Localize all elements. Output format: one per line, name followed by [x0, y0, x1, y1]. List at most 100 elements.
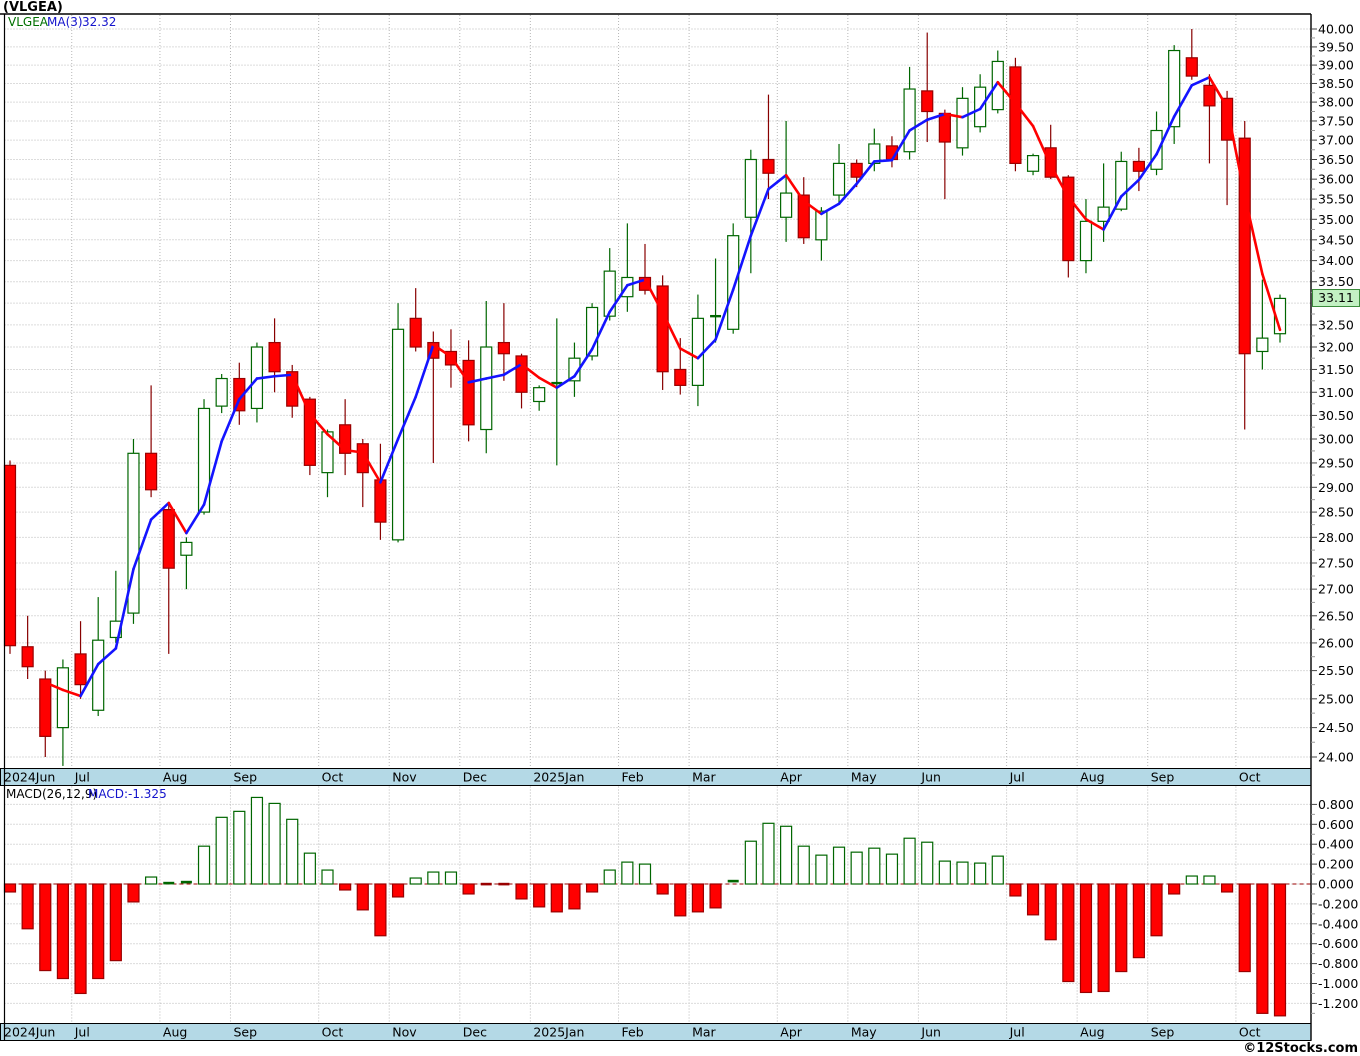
month-label: Feb	[622, 770, 644, 785]
price-axis-label: 24.00	[1318, 750, 1354, 765]
macd-bar	[744, 840, 757, 885]
ma3-line-segment	[537, 376, 559, 389]
candle-body	[991, 60, 1004, 111]
price-axis-label: 25.50	[1318, 663, 1354, 678]
price-axis-label: 38.50	[1318, 76, 1354, 91]
price-axis-label: 32.00	[1318, 340, 1354, 355]
macd-axis-label: -1.200	[1318, 996, 1358, 1011]
price-axis-label: 37.50	[1318, 113, 1354, 128]
macd-bar	[480, 882, 492, 886]
macd-bar	[233, 810, 246, 885]
price-axis-label: 30.50	[1318, 408, 1354, 423]
month-label: Jul	[1009, 1025, 1025, 1040]
ma3-line-segment	[1172, 84, 1194, 118]
candle-body	[1238, 137, 1251, 355]
month-label: Nov	[392, 1025, 417, 1040]
month-label: Oct	[322, 770, 344, 785]
candle-body	[656, 285, 669, 373]
candle-body	[374, 479, 387, 523]
macd-bar	[1185, 875, 1198, 885]
ma3-line-segment	[784, 173, 806, 203]
macd-bar	[832, 846, 846, 885]
candle-body	[1256, 337, 1269, 353]
ma3-line-segment	[943, 112, 964, 119]
ma3-line-segment	[873, 158, 894, 163]
macd-bar	[374, 883, 387, 937]
ma3-line-segment	[1225, 105, 1247, 198]
price-axis-label: 34.50	[1318, 232, 1354, 247]
month-label: 2025Jan	[533, 1025, 584, 1040]
macd-axis-label: -0.800	[1318, 956, 1358, 971]
ma3-line-segment	[96, 647, 118, 666]
macd-bar	[921, 841, 934, 885]
macd-bar	[286, 818, 299, 885]
macd-bar	[127, 883, 140, 903]
macd-bar	[638, 863, 652, 885]
macd-bar	[250, 796, 264, 885]
macd-axis-label: -0.200	[1318, 896, 1358, 911]
candle-body	[797, 194, 810, 239]
macd-axis-label: 0.800	[1318, 797, 1354, 812]
last-price-badge: 33.11	[1312, 289, 1360, 307]
ma3-line-segment	[626, 278, 647, 287]
macd-bar	[691, 883, 705, 913]
ma3-line-segment	[890, 129, 911, 162]
macd-bar	[462, 883, 475, 895]
macd-bar	[1238, 883, 1251, 973]
candle-body	[56, 667, 70, 729]
ma3-line-segment	[1031, 124, 1052, 167]
ma3-line-segment	[555, 374, 576, 389]
macd-bar	[903, 837, 916, 885]
macd-bar	[39, 883, 52, 972]
ma3-line-segment	[308, 412, 329, 436]
month-label: Jul	[74, 770, 90, 785]
macd-bar	[797, 845, 810, 885]
candle-body	[497, 341, 510, 355]
candle-body	[74, 653, 87, 686]
ma3-line-segment	[802, 199, 823, 216]
ma3-line-segment	[608, 283, 629, 314]
month-label: Oct	[1239, 1025, 1261, 1040]
ma3-line-segment	[502, 362, 523, 377]
macd-bar	[568, 883, 581, 910]
month-strip	[0, 768, 1312, 786]
ma3-line-segment	[449, 355, 470, 384]
candle-body	[197, 407, 211, 513]
price-axis-label: 34.00	[1318, 253, 1354, 268]
watermark-link[interactable]: ©12Stocks.com	[1243, 1041, 1358, 1056]
macd-bar	[762, 822, 775, 885]
month-label: May	[851, 1025, 877, 1040]
macd-bar	[1256, 883, 1269, 1014]
ma3-line-segment	[1243, 194, 1264, 276]
macd-bar	[938, 860, 951, 885]
price-axis-label: 35.50	[1318, 192, 1354, 207]
macd-bar	[868, 847, 881, 885]
macd-bar	[391, 883, 405, 898]
macd-axis-label: 0.000	[1318, 877, 1354, 892]
macd-bar	[1150, 883, 1163, 937]
macd-bar	[991, 855, 1004, 885]
macd-bar	[1115, 883, 1128, 973]
ma3-line-segment	[1119, 178, 1141, 198]
month-label: Jun	[920, 1025, 941, 1040]
macd-bar	[621, 861, 634, 885]
month-label: Sep	[1151, 770, 1175, 785]
price-legend-ma-value: 32.32	[82, 15, 117, 29]
ma3-line-segment	[255, 374, 276, 380]
ma3-line-segment	[749, 187, 770, 237]
candle-body	[321, 431, 334, 474]
ma3-line-segment	[414, 343, 435, 399]
month-label: Aug	[1080, 1025, 1104, 1040]
price-axis-label: 36.00	[1318, 172, 1354, 187]
ma3-line-segment	[1067, 195, 1088, 221]
ma3-line-segment	[238, 377, 259, 401]
candle-doji	[551, 381, 563, 385]
macd-axis-label: -1.000	[1318, 976, 1358, 991]
candle-body	[162, 508, 175, 569]
macd-axis-label: 0.400	[1318, 837, 1354, 852]
ma3-line-segment	[1102, 195, 1123, 231]
candle-body	[1009, 66, 1022, 165]
macd-bar	[1132, 883, 1145, 959]
